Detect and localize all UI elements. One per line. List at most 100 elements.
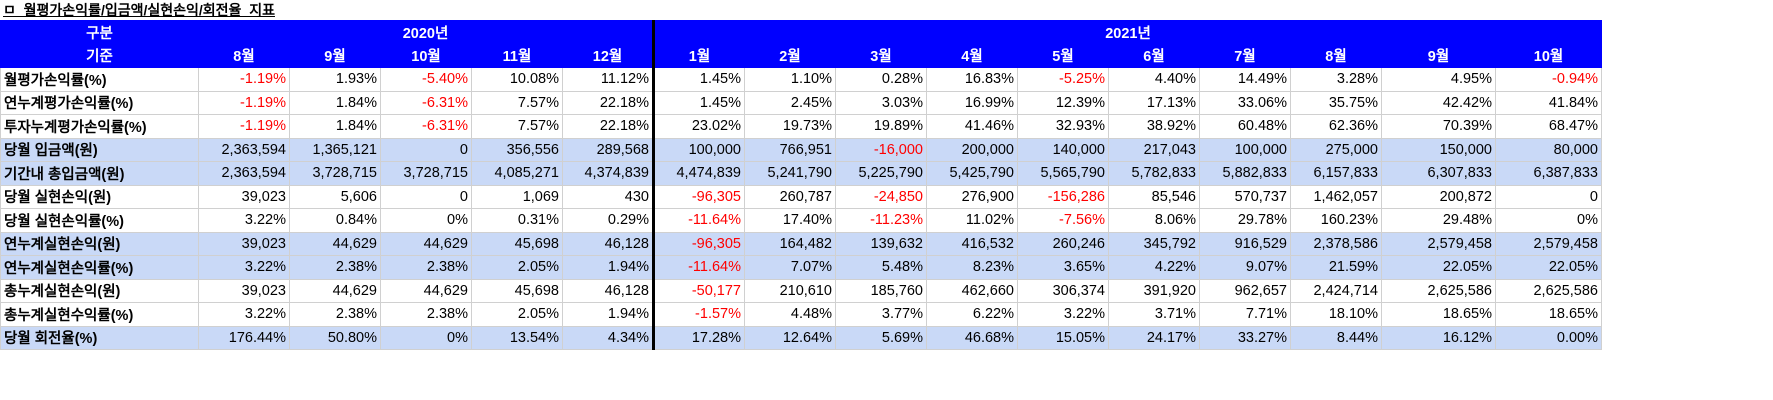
header-month: 9월 [1381,43,1496,68]
cell-value: 6,307,833 [1381,161,1496,186]
cell-value: 275,000 [1290,137,1382,162]
cell-value: 2,625,586 [1495,278,1602,303]
cell-value: 7.71% [1199,302,1291,327]
cell-value: 11.12% [562,67,655,92]
table-row: 연누계평가손익률(%) -1.19% 1.84% -6.31% 7.57% 22.18% 1… [0,90,1602,115]
cell-value: 6,157,833 [1290,161,1382,186]
cell-value: 5.48% [835,255,927,280]
cell-value: -6.31% [380,114,472,139]
row-label: 투자누계평가손익률(%) [0,114,199,139]
cell-value: 6.22% [926,302,1018,327]
table-row: 당월 실현손익률(%) 3.22% 0.84% 0% 0.31% 0.29% -11.64%… [0,208,1602,233]
header-month: 10월 [1495,43,1602,68]
cell-value: 12.39% [1017,90,1109,115]
cell-value: 22.18% [562,114,655,139]
header-month: 8월 [198,43,290,68]
table-row: 당월 실현손익(원) 39,023 5,606 0 1,069 430 -96,305 260… [0,184,1602,209]
cell-value: 210,610 [744,278,836,303]
cell-value: 2,625,586 [1381,278,1496,303]
cell-value: 916,529 [1199,231,1291,256]
cell-value: 3.22% [198,208,290,233]
cell-value: 29.48% [1381,208,1496,233]
cell-value: 2,579,458 [1381,231,1496,256]
cell-value: 462,660 [926,278,1018,303]
header-month: 12월 [562,43,655,68]
cell-value: 14.49% [1199,67,1291,92]
header-month: 6월 [1108,43,1200,68]
cell-value: 33.27% [1199,325,1291,350]
cell-value: 16.12% [1381,325,1496,350]
cell-value: 2.45% [744,90,836,115]
indicator-table: 구분 2020년 2021년 기준 8월 9월 10월 11월 12월 1월 2월 3월 4월 5… [0,20,1602,350]
cell-value: 7.57% [471,90,563,115]
cell-value: 2,424,714 [1290,278,1382,303]
cell-value: 3,728,715 [289,161,381,186]
cell-value: 1.94% [562,302,655,327]
cell-value: 5,565,790 [1017,161,1109,186]
header-month: 8월 [1290,43,1382,68]
cell-value: 3.03% [835,90,927,115]
table-row: 당월 회전율(%) 176.44% 50.80% 0% 13.54% 4.34% 17.28… [0,325,1602,350]
cell-value: 0.29% [562,208,655,233]
cell-value: 345,792 [1108,231,1200,256]
row-label: 당월 입금액(원) [0,137,199,162]
cell-value: 9.07% [1199,255,1291,280]
header-month: 11월 [471,43,563,68]
sheet-title: ㅁ_월평가손익률/입금액/실현손익/회전율_지표 [3,2,275,18]
row-label: 연누계평가손익률(%) [0,90,199,115]
cell-value: 46.68% [926,325,1018,350]
cell-value: -50,177 [653,278,745,303]
row-label: 연누계실현손익률(%) [0,255,199,280]
header-year-2020: 2020년 [198,20,655,45]
cell-value: 17.40% [744,208,836,233]
header-month: 3월 [835,43,927,68]
cell-value: 5.69% [835,325,927,350]
cell-value: 391,920 [1108,278,1200,303]
row-label: 총누계실현수익률(%) [0,302,199,327]
cell-value: 5,882,833 [1199,161,1291,186]
cell-value: 46,128 [562,231,655,256]
cell-value: -96,305 [653,184,745,209]
cell-value: 1.93% [289,67,381,92]
table-row: 월평가손익률(%) -1.19% 1.93% -5.40% 10.08% 11.12% 1.… [0,67,1602,92]
cell-value: 38.92% [1108,114,1200,139]
cell-value: 7.07% [744,255,836,280]
cell-value: 44,629 [289,278,381,303]
cell-value: 16.99% [926,90,1018,115]
cell-value: 260,787 [744,184,836,209]
cell-value: 3.22% [1017,302,1109,327]
cell-value: 60.48% [1199,114,1291,139]
cell-value: 430 [562,184,655,209]
cell-value: 44,629 [380,278,472,303]
cell-value: -1.19% [198,90,290,115]
cell-value: 356,556 [471,137,563,162]
cell-value: 176.44% [198,325,290,350]
cell-value: 1,069 [471,184,563,209]
cell-value: 4.40% [1108,67,1200,92]
cell-value: 570,737 [1199,184,1291,209]
cell-value: 39,023 [198,278,290,303]
cell-value: 1.94% [562,255,655,280]
cell-value: -11.64% [653,255,745,280]
header-month: 7월 [1199,43,1291,68]
cell-value: -1.19% [198,114,290,139]
cell-value: 29.78% [1199,208,1291,233]
cell-value: 16.83% [926,67,1018,92]
cell-value: 18.10% [1290,302,1382,327]
row-label: 연누계실현손익(원) [0,231,199,256]
cell-value: -5.40% [380,67,472,92]
cell-value: 85,546 [1108,184,1200,209]
cell-value: 306,374 [1017,278,1109,303]
cell-value: 416,532 [926,231,1018,256]
cell-value: 18.65% [1495,302,1602,327]
cell-value: 12.64% [744,325,836,350]
table-row: 총누계실현손익(원) 39,023 44,629 44,629 45,698 46,128… [0,278,1602,303]
table-row: 당월 입금액(원) 2,363,594 1,365,121 0 356,556 289,5… [0,137,1602,162]
cell-value: 17.28% [653,325,745,350]
cell-value: -1.19% [198,67,290,92]
header-month: 4월 [926,43,1018,68]
table-row: 연누계실현손익률(%) 3.22% 2.38% 2.38% 2.05% 1.94% -11.… [0,255,1602,280]
cell-value: 2,378,586 [1290,231,1382,256]
cell-value: 962,657 [1199,278,1291,303]
cell-value: 62.36% [1290,114,1382,139]
